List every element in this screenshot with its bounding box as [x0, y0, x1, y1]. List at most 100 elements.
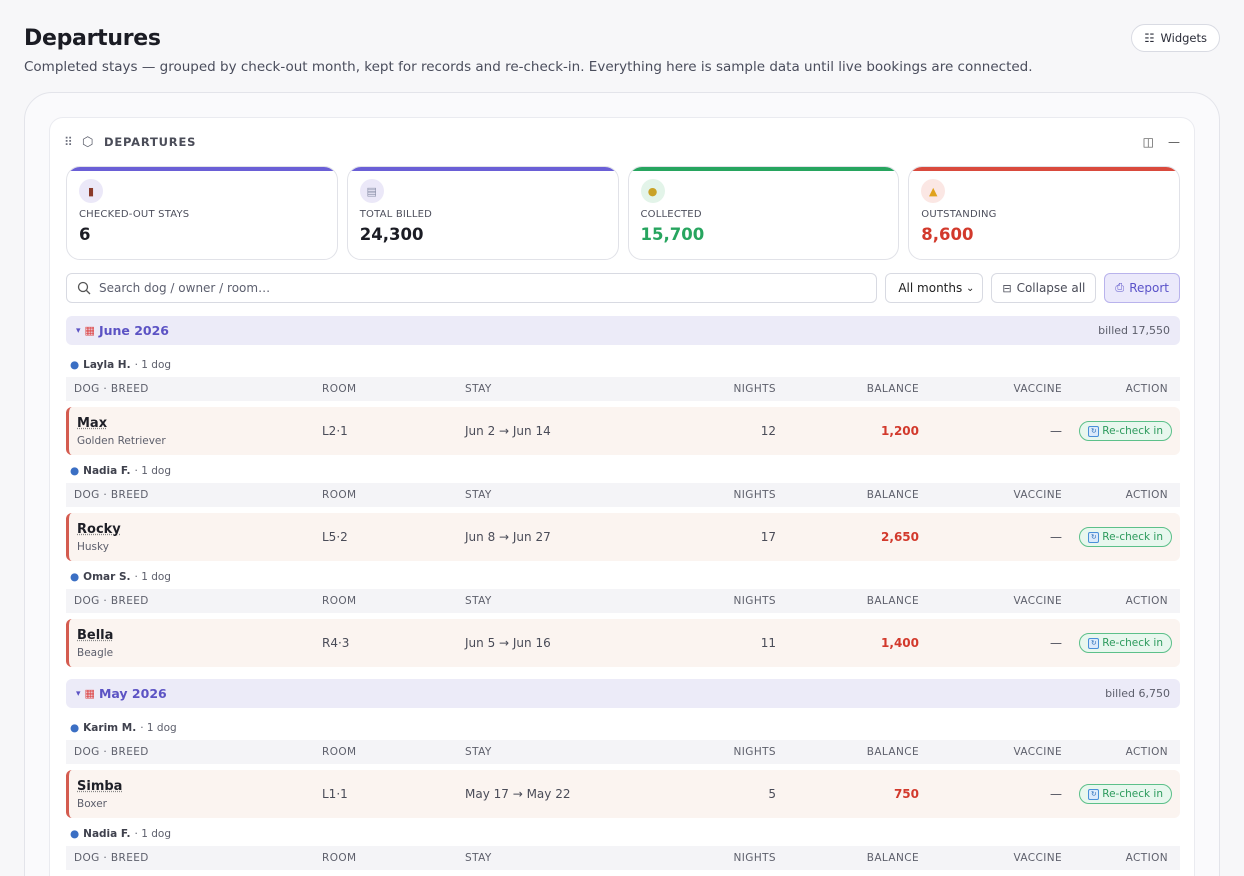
owner-row: ● Layla H. · 1 dog [66, 353, 1180, 377]
report-button[interactable]: ⎙ Report [1104, 273, 1180, 303]
stat-card: ▤ TOTAL BILLED 24,300 [346, 166, 619, 260]
stat-card: ▲ OUTSTANDING 8,600 [908, 166, 1180, 260]
recheck-icon: ↻ [1088, 788, 1100, 800]
col-nights: NIGHTS [733, 489, 776, 501]
stats-row: ▮ CHECKED-OUT STAYS 6 ▤ TOTAL BILLED 24,… [66, 166, 1180, 260]
person-icon: ● [70, 465, 80, 477]
recheck-label: Re-check in [1102, 425, 1163, 437]
dog-breed: Golden Retriever [77, 434, 166, 447]
accent-bar [628, 167, 899, 171]
col-stay: STAY [465, 746, 492, 758]
table-header: DOG · BREED ROOM STAY NIGHTS BALANCE VACCINE A… [66, 846, 1180, 870]
col-nights: NIGHTS [733, 383, 776, 395]
col-balance: BALANCE [866, 489, 919, 501]
search-input[interactable] [99, 281, 819, 295]
calendar-icon: ▦ [84, 324, 95, 337]
printer-icon: ⎙ [1115, 281, 1125, 294]
columns-icon[interactable]: ◫ [1142, 135, 1154, 149]
person-icon: ● [70, 828, 80, 840]
card-title: DEPARTURES [104, 135, 197, 149]
vaccine: — [1050, 530, 1062, 544]
col-balance: BALANCE [866, 595, 919, 607]
month-label: June 2026 [98, 323, 170, 338]
table-row[interactable]: Max Golden Retriever L2·1 Jun 2 → Jun 14 … [66, 407, 1180, 455]
recheck-in-button[interactable]: ↻ Re-check in [1079, 633, 1172, 653]
dog-count: · 1 dog [134, 359, 172, 371]
nights: 17 [760, 530, 776, 544]
month-group-header[interactable]: ▾ ▦ May 2026 billed 6,750 [66, 679, 1180, 708]
dog-name[interactable]: Rocky [77, 521, 121, 537]
table-row[interactable]: Rocky Husky L5·2 Jun 8 → Jun 27 17 2,650 … [66, 513, 1180, 561]
table-header: DOG · BREED ROOM STAY NIGHTS BALANCE VACCINE A… [66, 740, 1180, 764]
balance: 2,650 [881, 530, 919, 544]
balance: 1,200 [881, 424, 919, 438]
stat-label: COLLECTED [640, 209, 702, 220]
widget-area: ⠿ ⬡ DEPARTURES ◫ — ▮ CHECKED-OUT STAYS 6… [24, 92, 1220, 876]
recheck-in-button[interactable]: ↻ Re-check in [1079, 421, 1172, 441]
owner-row: ● Nadia F. · 1 dog [66, 459, 1180, 483]
owner-name: Omar S. [83, 571, 131, 583]
dog-name[interactable]: Bella [77, 627, 114, 643]
minimize-icon[interactable]: — [1168, 135, 1180, 149]
widgets-button[interactable]: ☷ Widgets [1131, 24, 1220, 52]
col-vaccine: VACCINE [1013, 852, 1062, 864]
card-header: ⠿ ⬡ DEPARTURES ◫ — [64, 132, 1180, 152]
month-label: May 2026 [98, 686, 167, 701]
month-filter-value: All months [898, 281, 963, 295]
owner-row: ● Karim M. · 1 dog [66, 716, 1180, 740]
month-filter-select[interactable]: All months ⌄ [885, 273, 984, 303]
dog-count: · 1 dog [134, 465, 171, 477]
col-vaccine: VACCINE [1013, 489, 1062, 501]
recheck-in-button[interactable]: ↻ Re-check in [1079, 784, 1172, 804]
recheck-in-button[interactable]: ↻ Re-check in [1079, 527, 1172, 547]
accent-bar [909, 167, 1179, 171]
collapse-all-button[interactable]: ⊟ Collapse all [991, 273, 1097, 303]
page-subtitle: Completed stays — grouped by check-out m… [24, 59, 1033, 75]
dog-name[interactable]: Max [77, 415, 108, 431]
search-box[interactable] [66, 273, 878, 303]
accent-bar [67, 167, 337, 171]
room: L1·1 [322, 787, 348, 801]
col-action: ACTION [1125, 595, 1168, 607]
departures-list: ▾ ▦ June 2026 billed 17,550 ● Layla H. · 1 … [66, 316, 1180, 870]
balance: 1,400 [881, 636, 919, 650]
month-group-header[interactable]: ▾ ▦ June 2026 billed 17,550 [66, 316, 1180, 345]
dog-breed: Beagle [77, 646, 114, 659]
nights: 5 [768, 787, 776, 801]
dog-count: · 1 dog [140, 722, 177, 734]
collapse-icon: ⊟ [1002, 281, 1012, 295]
widgets-label: Widgets [1160, 31, 1208, 45]
col-room: ROOM [322, 852, 357, 864]
stat-label: OUTSTANDING [921, 209, 997, 220]
dog-count: · 1 dog [134, 828, 171, 840]
sliders-icon: ☷ [1144, 31, 1155, 45]
vaccine: — [1050, 787, 1062, 801]
balance: 750 [893, 787, 919, 801]
collapse-all-label: Collapse all [1016, 281, 1086, 295]
col-room: ROOM [322, 746, 357, 758]
stay: Jun 5 → Jun 16 [465, 636, 551, 650]
accent-bar [347, 167, 618, 171]
dog-breed: Boxer [77, 797, 107, 810]
owner-name: Nadia F. [83, 465, 131, 477]
nights: 11 [760, 636, 776, 650]
table-row[interactable]: Simba Boxer L1·1 May 17 → May 22 5 750 — … [66, 770, 1180, 818]
toolbar: All months ⌄ ⊟ Collapse all ⎙ Report [66, 273, 1180, 303]
stat-value: 15,700 [640, 225, 705, 244]
col-nights: NIGHTS [733, 746, 776, 758]
col-vaccine: VACCINE [1013, 383, 1062, 395]
owner-row: ● Nadia F. · 1 dog [66, 822, 1180, 846]
drag-handle-icon[interactable]: ⠿ [64, 135, 73, 149]
col-action: ACTION [1125, 852, 1168, 864]
stat-card: ● COLLECTED 15,700 [627, 166, 900, 260]
month-billed: billed 6,750 [1105, 687, 1170, 700]
stay: Jun 8 → Jun 27 [465, 530, 551, 544]
caret-down-icon: ▾ [76, 325, 81, 336]
recheck-icon: ↻ [1088, 531, 1100, 543]
table-row[interactable]: Bella Beagle R4·3 Jun 5 → Jun 16 11 1,400… [66, 619, 1180, 667]
stat-value: 6 [79, 225, 91, 244]
dog-name[interactable]: Simba [77, 778, 123, 794]
stat-value: 24,300 [359, 225, 424, 244]
nights: 12 [760, 424, 776, 438]
